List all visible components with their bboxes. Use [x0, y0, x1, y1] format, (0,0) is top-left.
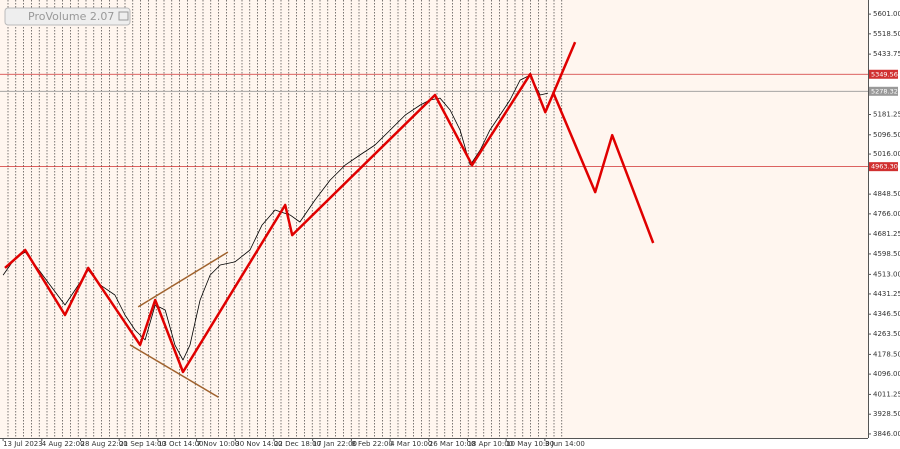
y-tick-label: 4848.50 [873, 190, 900, 198]
plot-area [0, 0, 868, 438]
y-tick-label: 4598.50 [873, 250, 900, 258]
x-tick-label: 4 Aug 22:00 [42, 440, 85, 448]
x-tick-label: 10 May 10:00 [506, 440, 554, 448]
channel-line [137, 251, 229, 308]
x-tick-label: 30 Nov 14:00 [235, 440, 282, 448]
y-tick-label: 5601.00 [873, 10, 900, 18]
y-tick-label: 3928.50 [873, 410, 900, 418]
y-tick-label: 4096.00 [873, 370, 900, 378]
x-tick-label: 17 Jan 22:00 [313, 440, 357, 448]
y-tick-label: 4263.50 [873, 330, 900, 338]
channel-line [129, 344, 219, 398]
forecast-line [551, 91, 655, 244]
level-line-label: 4963.30 [871, 163, 898, 171]
x-tick-label: 22 Dec 18:00 [274, 440, 321, 448]
y-tick-label: 4178.50 [873, 350, 900, 358]
x-tick-label: 4 Mar 10:00 [390, 440, 432, 448]
level-line-tag [869, 69, 898, 79]
y-tick-label: 4766.00 [873, 210, 900, 218]
y-tick-label: 4431.25 [873, 290, 900, 298]
x-tick-label: 13 Oct 14:00 [158, 440, 204, 448]
x-tick-label: 21 Sep 14:00 [119, 440, 166, 448]
y-tick-label: 4513.00 [873, 270, 900, 278]
current-price-tag [869, 86, 898, 96]
x-tick-label: 7 Nov 10:00 [197, 440, 240, 448]
y-tick-label: 5016.00 [873, 150, 900, 158]
x-tick-label: 18 Apr 10:00 [467, 440, 513, 448]
vertical-separators [7, 0, 563, 438]
y-tick-label: 5181.25 [873, 111, 900, 119]
y-tick-label: 4346.50 [873, 310, 900, 318]
x-tick-label: 28 Aug 22:00 [80, 440, 127, 448]
current-price-label: 5278.32 [871, 87, 898, 95]
indicator-box[interactable] [4, 7, 131, 26]
y-tick-label: 4011.25 [873, 390, 900, 398]
y-tick-label: 5433.75 [873, 50, 900, 58]
x-tick-label: 26 Mar 10:00 [429, 440, 476, 448]
x-tick-label: 3 Jun 14:00 [545, 440, 585, 448]
level-line-label: 5349.56 [871, 70, 898, 78]
x-tick-label: 13 Jul 2023 [3, 440, 43, 448]
x-tick-label: 8 Feb 22:00 [351, 440, 392, 448]
indicator-label: ProVolume 2.07 [28, 10, 114, 23]
y-tick-label: 4681.25 [873, 230, 900, 238]
y-tick-label: 5518.50 [873, 30, 900, 38]
indicator-icon[interactable] [118, 11, 129, 21]
level-line-tag [869, 162, 898, 172]
plot: 5601.00 5518.50 5433.75 5181.25 5096.50 5016.… [0, 10, 900, 448]
wave-line [4, 41, 577, 374]
y-tick-label: 5096.50 [873, 131, 900, 139]
y-tick-label: 3846.00 [873, 430, 900, 438]
